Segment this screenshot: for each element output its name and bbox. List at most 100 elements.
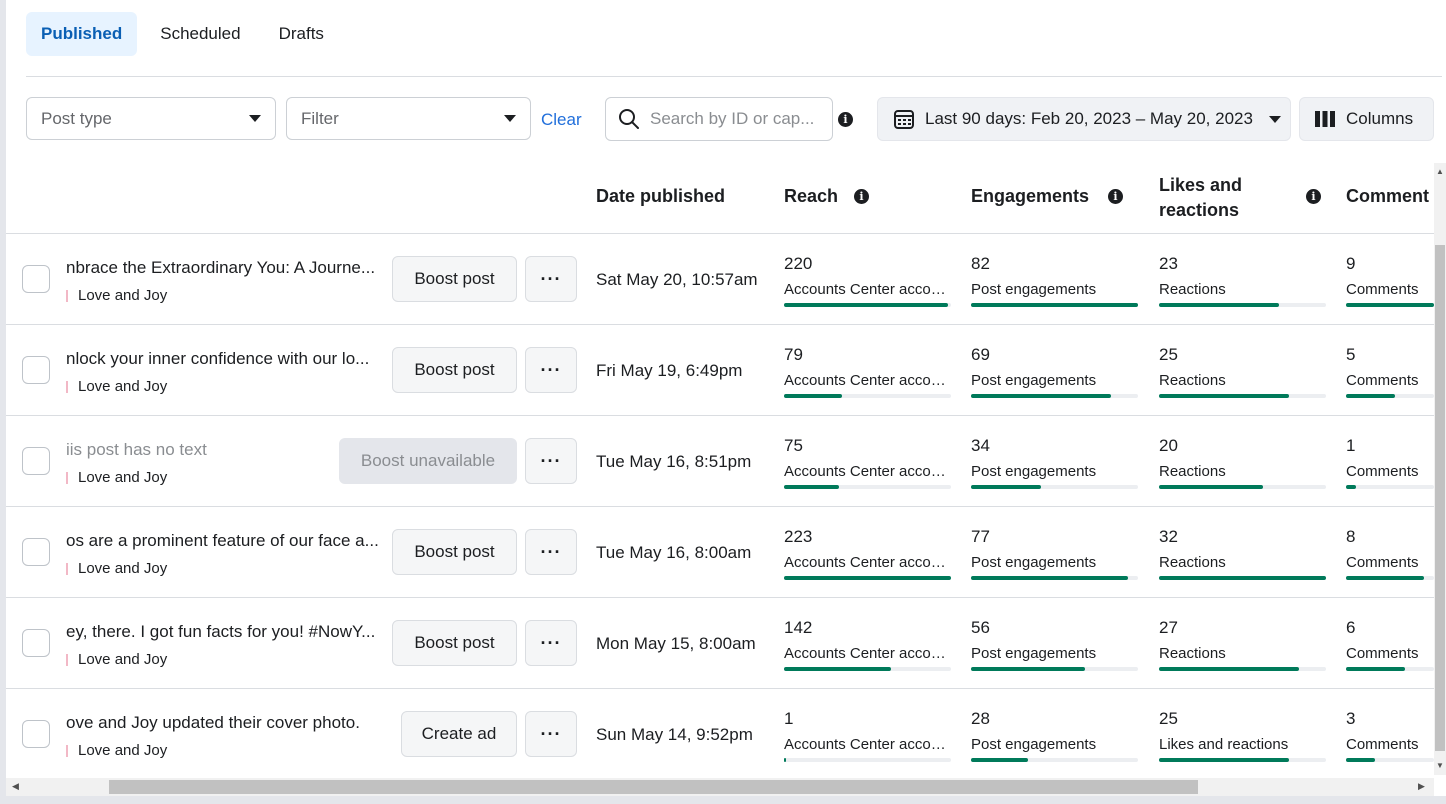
search-placeholder: Search by ID or cap... <box>650 109 815 128</box>
reach-metric: 1 Accounts Center accou... <box>784 709 952 762</box>
engagements-metric: 82 Post engagements <box>971 254 1139 307</box>
page-name-label: Love and Joy <box>78 469 168 486</box>
engagements-metric-value: 28 <box>971 709 990 728</box>
date-published: Sun May 14, 9:52pm <box>596 725 753 744</box>
comments-metric-bar <box>1346 758 1434 762</box>
vertical-scroll-thumb[interactable] <box>1435 245 1445 751</box>
scroll-left-icon[interactable]: ◀ <box>12 781 19 791</box>
search-input[interactable]: Search by ID or cap... <box>605 97 833 141</box>
reach-metric-bar <box>784 667 951 671</box>
horizontal-scrollbar[interactable]: ◀ ▶ <box>6 778 1434 796</box>
date-range-button[interactable]: Last 90 days: Feb 20, 2023 – May 20, 202… <box>877 97 1291 141</box>
reach-metric: 142 Accounts Center accou... <box>784 618 952 671</box>
page-avatar-icon <box>66 289 68 302</box>
post-type-select[interactable]: Post type <box>26 97 276 140</box>
engagements-metric-value: 56 <box>971 618 990 637</box>
clear-link[interactable]: Clear <box>541 110 582 129</box>
boost-post-button[interactable]: Boost post <box>392 529 517 575</box>
columns-button[interactable]: Columns <box>1299 97 1434 141</box>
engagements-metric-label: Post engagements <box>971 372 1097 389</box>
more-options-button[interactable]: ··· <box>525 711 577 757</box>
likes-metric-bar <box>1159 303 1326 307</box>
likes-metric-label: Reactions <box>1159 554 1226 571</box>
scroll-down-icon[interactable]: ▼ <box>1436 761 1444 770</box>
engagements-metric-bar <box>971 576 1138 580</box>
reach-metric-bar-fill <box>784 758 786 762</box>
horizontal-scroll-thumb[interactable] <box>109 780 1198 794</box>
boost-post-button[interactable]: Boost post <box>392 256 517 302</box>
reach-metric-label: Accounts Center accou... <box>784 554 948 571</box>
more-options-button[interactable]: ··· <box>525 438 577 484</box>
header-date-published[interactable]: Date published <box>596 186 726 206</box>
tab-drafts[interactable]: Drafts <box>278 24 324 43</box>
left-edge <box>0 0 6 804</box>
bottom-edge <box>0 796 1446 804</box>
comments-metric-label: Comments <box>1346 736 1419 753</box>
row-checkbox[interactable] <box>22 447 50 475</box>
page-name-label: Love and Joy <box>78 378 168 395</box>
reach-metric-label: Accounts Center accou... <box>784 372 948 389</box>
comments-metric-bar <box>1346 303 1434 307</box>
post-caption[interactable]: nbrace the Extraordinary You: A Journe..… <box>66 258 376 277</box>
page-name: Love and Joy <box>66 560 167 577</box>
comments-metric: 9 Comments <box>1346 254 1446 307</box>
filter-select[interactable]: Filter <box>286 97 531 140</box>
reach-metric-label: Accounts Center accou... <box>784 645 948 662</box>
page-avatar-icon <box>66 653 68 666</box>
tabs-divider <box>26 76 1442 77</box>
comments-metric-bar <box>1346 394 1434 398</box>
header-reach[interactable]: Reach <box>784 186 839 206</box>
info-icon[interactable]: i <box>854 189 869 204</box>
scroll-up-icon[interactable]: ▲ <box>1436 167 1444 176</box>
more-options-button[interactable]: ··· <box>525 256 577 302</box>
row-checkbox[interactable] <box>22 356 50 384</box>
likes-metric-value: 25 <box>1159 345 1178 364</box>
likes-metric: 25 Reactions <box>1159 345 1327 398</box>
reach-metric-bar <box>784 485 951 489</box>
header-likes-reactions[interactable]: Likes and reactions <box>1159 173 1242 223</box>
comments-metric-value: 6 <box>1346 618 1356 637</box>
tab-scheduled[interactable]: Scheduled <box>160 24 241 43</box>
create-ad-button[interactable]: Create ad <box>401 711 517 757</box>
table-row[interactable]: nlock your inner confidence with our lo.… <box>6 325 1434 416</box>
engagements-metric-bar-fill <box>971 576 1128 580</box>
tab-published[interactable]: Published <box>26 12 138 56</box>
row-checkbox[interactable] <box>22 629 50 657</box>
reach-metric: 75 Accounts Center accou... <box>784 436 952 489</box>
post-caption[interactable]: ove and Joy updated their cover photo. <box>66 713 360 732</box>
page-name-label: Love and Joy <box>78 742 168 759</box>
row-checkbox[interactable] <box>22 538 50 566</box>
caret-down-icon <box>504 115 516 122</box>
likes-metric-value: 20 <box>1159 436 1178 455</box>
engagements-metric-bar <box>971 667 1138 671</box>
post-caption[interactable]: os are a prominent feature of our face a… <box>66 531 379 550</box>
boost-post-button[interactable]: Boost post <box>392 620 517 666</box>
more-options-button[interactable]: ··· <box>525 347 577 393</box>
header-comments[interactable]: Comment <box>1346 186 1430 206</box>
post-caption[interactable]: nlock your inner confidence with our lo.… <box>66 349 370 368</box>
header-engagements[interactable]: Engagements <box>971 186 1090 206</box>
date-published: Fri May 19, 6:49pm <box>596 361 743 380</box>
likes-metric-bar-fill <box>1159 303 1279 307</box>
post-caption[interactable]: ey, there. I got fun facts for you! #Now… <box>66 622 376 641</box>
info-icon[interactable]: i <box>838 112 853 127</box>
info-icon[interactable]: i <box>1306 189 1321 204</box>
row-checkbox[interactable] <box>22 265 50 293</box>
post-caption[interactable]: iis post has no text <box>66 440 207 459</box>
table-row[interactable]: nbrace the Extraordinary You: A Journe..… <box>6 234 1434 325</box>
table-row[interactable]: ove and Joy updated their cover photo. L… <box>6 689 1434 780</box>
scroll-right-icon[interactable]: ▶ <box>1418 781 1425 791</box>
more-options-button[interactable]: ··· <box>525 529 577 575</box>
likes-metric-value: 25 <box>1159 709 1178 728</box>
date-range-label: Last 90 days: Feb 20, 2023 – May 20, 202… <box>925 109 1253 128</box>
page-name-label: Love and Joy <box>78 651 168 668</box>
comments-metric-label: Comments <box>1346 463 1419 480</box>
vertical-scrollbar[interactable]: ▲ ▼ <box>1434 163 1446 775</box>
row-checkbox[interactable] <box>22 720 50 748</box>
more-options-button[interactable]: ··· <box>525 620 577 666</box>
table-row[interactable]: ey, there. I got fun facts for you! #Now… <box>6 598 1434 689</box>
table-row[interactable]: iis post has no text Love and Joy Boost … <box>6 416 1434 507</box>
boost-post-button[interactable]: Boost post <box>392 347 517 393</box>
info-icon[interactable]: i <box>1108 189 1123 204</box>
table-row[interactable]: os are a prominent feature of our face a… <box>6 507 1434 598</box>
